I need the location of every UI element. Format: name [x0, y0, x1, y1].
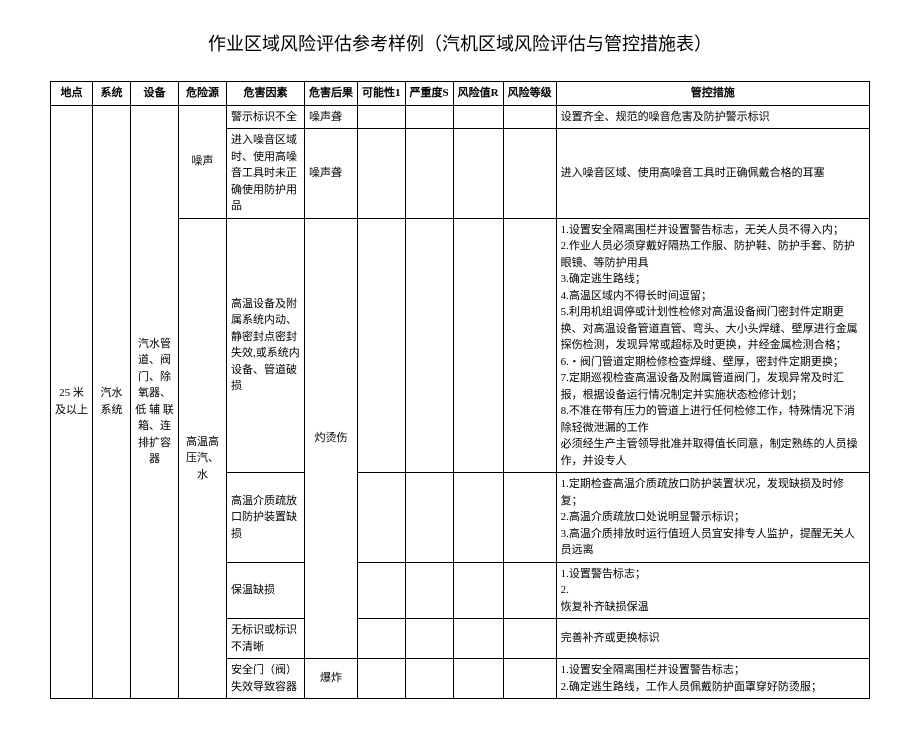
cell-system: 汽水系统	[93, 105, 131, 699]
cell-hazard-result: 噪声聋	[305, 129, 358, 219]
cell-hazard-source: 高温高压汽、水	[179, 218, 227, 699]
cell-hazard-factor: 高温设备及附属系统内动、静密封点密封失效,或系统内设备、管道破损	[227, 218, 305, 473]
cell-measure: 完善补齐或更换标识	[556, 619, 869, 659]
table-row: 25 米及以上 汽水系统 汽水管道、阀门、除氧器、低 辅 联箱、连排扩容器 噪声…	[51, 105, 870, 129]
cell-risk-value	[453, 659, 503, 699]
cell-hazard-factor: 高温介质疏放口防护装置缺损	[227, 473, 305, 563]
cell-possibility	[358, 659, 406, 699]
col-measure: 管控措施	[556, 82, 869, 106]
cell-severity	[405, 218, 453, 473]
cell-measure: 设置齐全、规范的噪音危害及防护警示标识	[556, 105, 869, 129]
cell-hazard-result: 噪声聋	[305, 105, 358, 129]
col-possibility: 可能性1	[358, 82, 406, 106]
cell-hazard-factor: 安全门（阀）失效导致容器	[227, 659, 305, 699]
cell-severity	[405, 473, 453, 563]
cell-severity	[405, 619, 453, 659]
col-hazard-factor: 危害因素	[227, 82, 305, 106]
cell-hazard-factor: 无标识或标识不清晰	[227, 619, 305, 659]
col-hazard-source: 危险源	[179, 82, 227, 106]
cell-equipment: 汽水管道、阀门、除氧器、低 辅 联箱、连排扩容器	[131, 105, 179, 699]
cell-risk-level	[503, 659, 556, 699]
col-hazard-result: 危害后果	[305, 82, 358, 106]
cell-risk-level	[503, 619, 556, 659]
cell-hazard-result: 灼烫伤	[305, 218, 358, 659]
col-location: 地点	[51, 82, 93, 106]
cell-hazard-factor: 保温缺损	[227, 562, 305, 619]
cell-risk-value	[453, 619, 503, 659]
page-title: 作业区域风险评估参考样例（汽机区域风险评估与管控措施表）	[50, 30, 870, 56]
cell-measure: 1.设置安全隔离围栏并设置警告标志；2.确定逃生路线，工作人员佩戴防护面罩穿好防…	[556, 659, 869, 699]
cell-risk-level	[503, 218, 556, 473]
risk-table: 地点 系统 设备 危险源 危害因素 危害后果 可能性1 严重度S 风险值R 风险…	[50, 81, 870, 699]
col-equipment: 设备	[131, 82, 179, 106]
cell-hazard-source: 噪声	[179, 105, 227, 218]
cell-possibility	[358, 619, 406, 659]
col-risk-value: 风险值R	[453, 82, 503, 106]
cell-possibility	[358, 473, 406, 563]
cell-risk-level	[503, 473, 556, 563]
cell-possibility	[358, 218, 406, 473]
cell-possibility	[358, 562, 406, 619]
cell-possibility	[358, 105, 406, 129]
cell-severity	[405, 105, 453, 129]
cell-measure: 进入噪音区域、使用高噪音工具时正确佩戴合格的耳塞	[556, 129, 869, 219]
cell-possibility	[358, 129, 406, 219]
cell-location: 25 米及以上	[51, 105, 93, 699]
cell-risk-value	[453, 562, 503, 619]
cell-severity	[405, 129, 453, 219]
cell-measure: 1.设置警告标志；2.恢复补齐缺损保温	[556, 562, 869, 619]
cell-risk-value	[453, 473, 503, 563]
cell-severity	[405, 562, 453, 619]
cell-hazard-result: 爆炸	[305, 659, 358, 699]
col-system: 系统	[93, 82, 131, 106]
header-row: 地点 系统 设备 危险源 危害因素 危害后果 可能性1 严重度S 风险值R 风险…	[51, 82, 870, 106]
col-severity: 严重度S	[405, 82, 453, 106]
cell-hazard-factor: 警示标识不全	[227, 105, 305, 129]
cell-risk-level	[503, 105, 556, 129]
cell-risk-level	[503, 129, 556, 219]
cell-risk-value	[453, 105, 503, 129]
cell-risk-value	[453, 129, 503, 219]
col-risk-level: 风险等级	[503, 82, 556, 106]
cell-measure: 1.设置安全隔离围栏并设置警告标志，无关人员不得入内；2.作业人员必须穿戴好隔热…	[556, 218, 869, 473]
cell-hazard-factor: 进入噪音区域时、使用高噪音工具时未正确使用防护用品	[227, 129, 305, 219]
cell-risk-level	[503, 562, 556, 619]
cell-risk-value	[453, 218, 503, 473]
cell-severity	[405, 659, 453, 699]
cell-measure: 1.定期检查高温介质疏放口防护装置状况，发现缺损及时修复；2.高温介质疏放口处说…	[556, 473, 869, 563]
